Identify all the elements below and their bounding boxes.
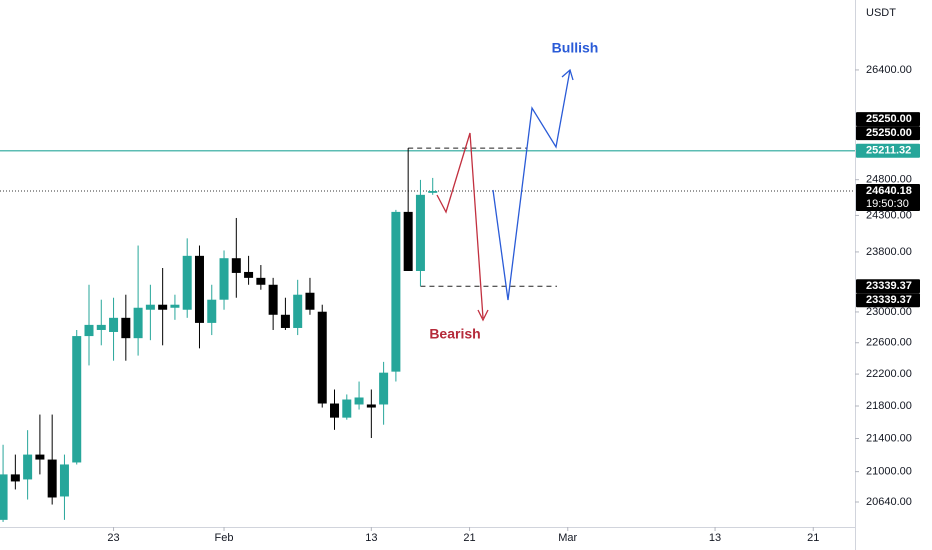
x-tick-label: 21 bbox=[463, 532, 475, 544]
candle-body bbox=[35, 454, 45, 460]
price-label: 23339.37 bbox=[866, 294, 912, 306]
candle-body bbox=[354, 397, 364, 405]
x-tick-label: 21 bbox=[807, 532, 819, 544]
candle-body bbox=[59, 464, 69, 497]
candle-body bbox=[403, 211, 413, 271]
x-tick-label: 13 bbox=[709, 532, 721, 544]
candle-body bbox=[109, 317, 119, 332]
countdown-label: 19:50:30 bbox=[866, 198, 909, 210]
price-label-box bbox=[856, 143, 920, 158]
bullish-arrowhead bbox=[561, 68, 574, 81]
y-tick-label: 22200.00 bbox=[866, 368, 912, 380]
price-label: 25250.00 bbox=[866, 127, 912, 139]
y-tick-label: 20640.00 bbox=[866, 496, 912, 508]
y-tick-label: 21400.00 bbox=[866, 432, 912, 444]
bearish-arrowhead bbox=[477, 309, 489, 322]
price-label: 25250.00 bbox=[866, 113, 912, 125]
y-tick-label: 24300.00 bbox=[866, 209, 912, 221]
bearish-label: Bearish bbox=[429, 326, 480, 342]
candle-body bbox=[280, 314, 290, 328]
candle-body bbox=[170, 304, 180, 308]
plot-area bbox=[0, 147, 855, 522]
price-label-box bbox=[856, 126, 920, 141]
price-label-box bbox=[856, 112, 920, 127]
price-label-box bbox=[856, 293, 920, 308]
candle-body bbox=[391, 211, 401, 372]
candle-body bbox=[268, 284, 278, 315]
y-tick-label: 23000.00 bbox=[866, 306, 912, 318]
candle-body bbox=[47, 459, 57, 498]
candle-body bbox=[121, 317, 131, 339]
x-tick-label: 13 bbox=[365, 532, 377, 544]
candle-body bbox=[293, 294, 303, 328]
bearish-path bbox=[436, 132, 484, 319]
y-tick-label: 26400.00 bbox=[866, 64, 912, 76]
candle-body bbox=[84, 324, 94, 337]
candle-body bbox=[305, 292, 315, 310]
price-label: 23339.37 bbox=[866, 280, 912, 292]
candle-body bbox=[158, 304, 168, 310]
candle-body bbox=[244, 271, 254, 278]
candle-body bbox=[96, 324, 106, 330]
price-label: 25211.32 bbox=[866, 145, 911, 157]
candle-body bbox=[330, 403, 340, 418]
price-label-box bbox=[856, 184, 920, 212]
x-tick-label: Feb bbox=[215, 532, 234, 544]
candle-body bbox=[219, 258, 229, 300]
x-tick-label: Mar bbox=[558, 532, 577, 544]
candle-body bbox=[0, 474, 8, 520]
y-tick-label: 22600.00 bbox=[866, 337, 912, 349]
price-label-box bbox=[856, 279, 920, 294]
candle-body bbox=[133, 307, 143, 339]
candle-body bbox=[23, 454, 33, 480]
candle-body bbox=[72, 336, 82, 463]
candle-body bbox=[379, 372, 389, 405]
candle-body bbox=[317, 311, 327, 404]
y-tick-label: 23800.00 bbox=[866, 246, 912, 258]
bullish-path bbox=[492, 69, 571, 301]
candle-body bbox=[428, 191, 438, 193]
candle-body bbox=[366, 404, 376, 408]
price-label: 24640.18 bbox=[866, 185, 912, 197]
candle-body bbox=[342, 399, 352, 418]
x-tick-label: 23 bbox=[107, 532, 119, 544]
y-tick-label: 24800.00 bbox=[866, 174, 912, 186]
candle-body bbox=[10, 474, 20, 482]
candle-body bbox=[415, 194, 425, 271]
candle-body bbox=[231, 258, 241, 273]
candle-body bbox=[145, 304, 155, 310]
candle-body bbox=[207, 299, 217, 323]
y-tick-label: 21000.00 bbox=[866, 466, 912, 478]
currency-label: USDT bbox=[866, 7, 896, 19]
y-tick-label: 21800.00 bbox=[866, 400, 912, 412]
bullish-label: Bullish bbox=[552, 40, 599, 56]
candle-body bbox=[194, 255, 204, 323]
candle-body bbox=[182, 255, 192, 310]
candle-body bbox=[256, 277, 266, 285]
